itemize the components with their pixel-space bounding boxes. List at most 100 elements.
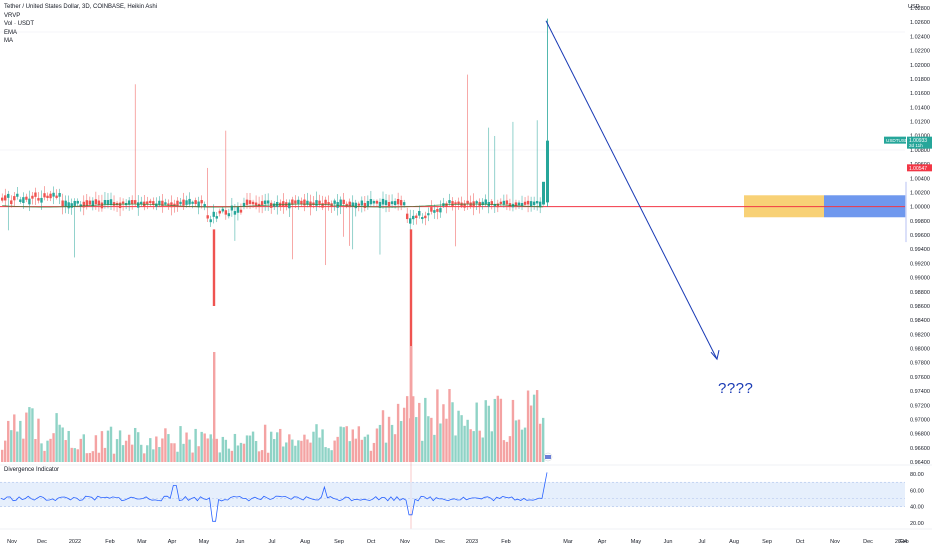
volume-bar [430,417,433,462]
volume-bar [448,389,451,462]
volume-bar [493,398,497,462]
volume-bar [19,420,22,462]
volume-bar [260,450,264,462]
volume-bar [436,389,439,462]
candle-body [209,219,212,223]
volume-bar [399,421,403,462]
volume-bar [161,438,164,462]
volume-bar [52,433,55,462]
price-tick-label: 0.99400 [910,247,930,253]
indicator-vrvp[interactable]: VRVP [4,12,21,19]
candle-body [484,199,487,205]
candle-body [535,200,539,204]
question-annotation[interactable]: ???? [718,380,754,397]
time-tick-label: Jul [268,539,275,545]
time-tick-label: Dec [863,539,873,545]
price-tick-label: 0.96400 [910,460,930,466]
indicator-tick-label: 80.00 [910,472,924,478]
candle-body [245,199,249,205]
candle-body [194,200,197,205]
candle-body [188,198,191,205]
volume-bar [115,439,119,462]
candle-body [363,202,367,208]
candle-body [321,203,324,208]
candle-body [161,200,164,206]
time-tick-label: Dec [435,539,445,545]
projection-arrow[interactable] [545,20,720,361]
volume-bar [164,428,167,462]
volume-bar [16,431,19,462]
candle-body [82,201,85,208]
candle-body [381,198,385,205]
candle-body [70,203,73,208]
price-tick-label: 0.99000 [910,276,930,282]
volume-bar [88,452,92,462]
candle-body [345,203,348,207]
candle-body [399,200,403,206]
candle-body [158,200,161,205]
symbol-title[interactable]: Tether / United States Dollar, 3D, COINB… [4,4,158,10]
volume-bar [529,405,533,462]
volume-bar [475,402,478,462]
candle-body [218,210,221,214]
chart-legend: Tether / United States Dollar, 3D, COINB… [4,3,157,46]
volume-bar [97,452,101,462]
candle-body [97,200,101,206]
candle-body [109,199,113,206]
candle-body [257,203,261,207]
volume-bar [257,451,261,462]
candle-body [28,198,31,205]
volume-bar [418,402,421,462]
volume-bar [424,397,427,462]
volume-bar [43,450,46,462]
volume-bar [167,434,170,462]
time-tick-label: May [199,539,210,545]
time-tick-label: Nov [830,539,840,545]
candle-body [502,200,506,205]
last-price-badge [907,136,932,149]
candle-body [1,197,4,201]
volume-bar [176,451,179,462]
candle-body [493,203,497,207]
volume-bar [13,414,16,462]
indicator-ema[interactable]: EMA [4,29,18,36]
price-tick-label: 1.00800 [910,148,930,154]
volume-bar [348,441,351,462]
candle-body [378,201,382,208]
candle-body [197,201,200,208]
symbol-badge [884,136,906,144]
candle-body [221,208,225,212]
volume-bar [76,449,79,462]
candle-body [463,203,466,208]
time-tick-label: Nov [7,539,17,545]
candle-body [342,199,345,205]
candle-body [203,204,206,207]
price-tick-label: 0.96800 [910,432,930,438]
candle-body [170,202,173,208]
candle-body [239,209,243,213]
volume-bars [1,346,553,462]
time-axis[interactable]: Nov Dec 2022 Feb Mar Apr May Jun Jul Aug Sep Oct Nov… [7,539,909,545]
price-tick-label: 0.97000 [910,417,930,423]
volume-bar [227,448,231,462]
volume-bar [294,445,297,462]
candle-body [372,201,376,204]
price-tick-label: 1.02000 [910,63,930,69]
indicator-ma[interactable]: MA [4,38,13,44]
volume-spike [213,352,216,462]
candle-body [448,200,451,204]
volume-bar [393,434,397,462]
volume-bar [140,444,143,462]
volume-bar [269,431,273,462]
indicator-volume[interactable]: Vol · USDT [4,21,35,27]
volume-bar [185,432,188,462]
volume-bar [137,432,140,462]
volume-bar [130,444,134,462]
volume-bar [330,450,333,462]
volume-bar [454,435,457,462]
volume-bar [297,440,300,462]
indicator-panel-title[interactable]: Divergence Indicator [4,467,60,473]
volume-bar [390,424,394,462]
